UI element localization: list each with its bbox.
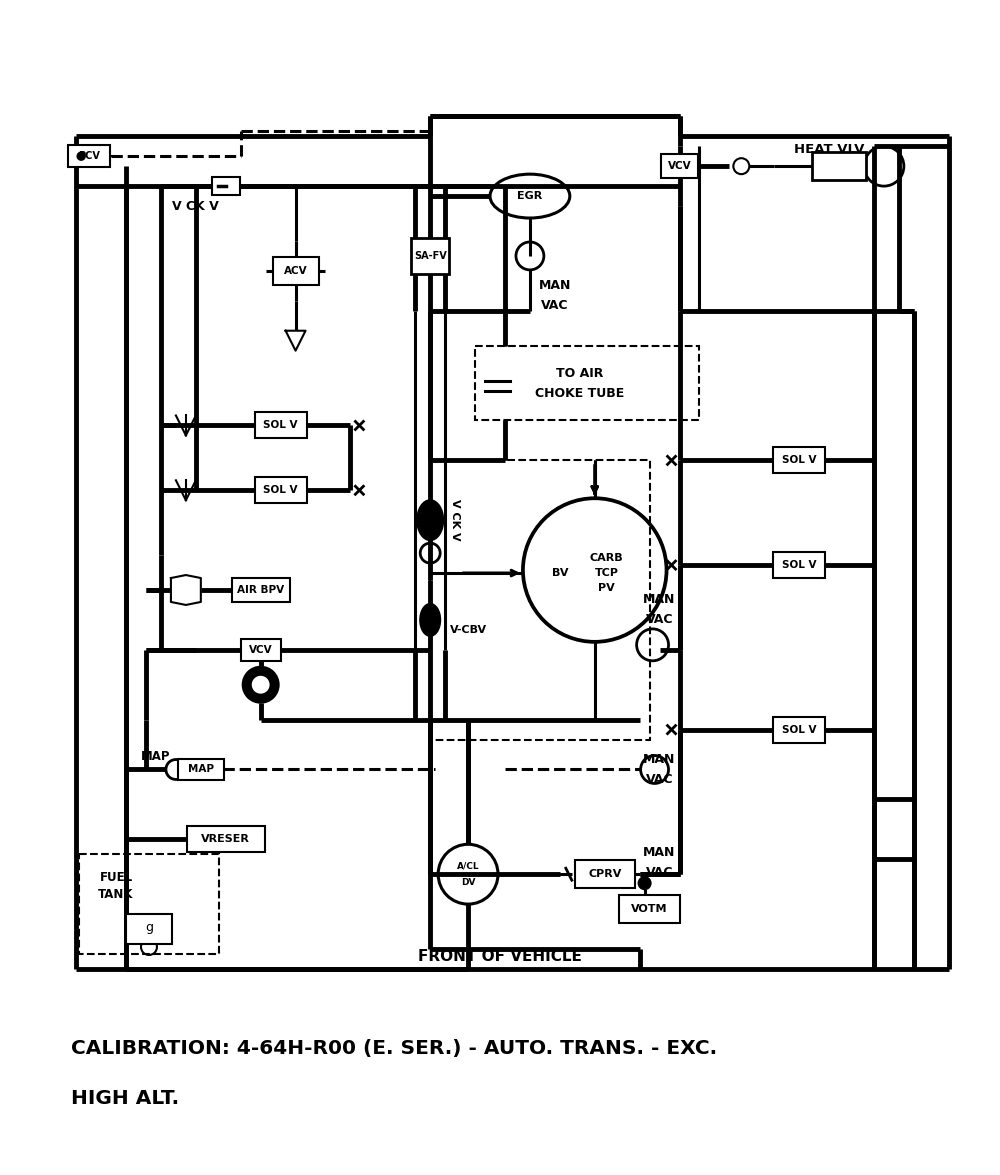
Circle shape <box>639 878 651 889</box>
Text: SOL V: SOL V <box>782 560 816 570</box>
Text: HIGH ALT.: HIGH ALT. <box>71 1089 179 1108</box>
FancyBboxPatch shape <box>575 860 635 888</box>
FancyBboxPatch shape <box>178 759 224 780</box>
Text: VAC: VAC <box>541 300 569 313</box>
Ellipse shape <box>417 501 443 540</box>
Text: SOL V: SOL V <box>263 421 298 430</box>
FancyBboxPatch shape <box>241 639 281 660</box>
Text: ACV: ACV <box>284 266 307 276</box>
Text: VAC: VAC <box>646 773 673 786</box>
Text: SA-FV: SA-FV <box>414 251 447 261</box>
Text: AIR BPV: AIR BPV <box>237 585 284 595</box>
Text: V CK V: V CK V <box>450 499 460 540</box>
Text: SOL V: SOL V <box>263 485 298 496</box>
FancyBboxPatch shape <box>232 578 290 602</box>
FancyBboxPatch shape <box>126 914 172 944</box>
Text: VCV: VCV <box>249 645 272 654</box>
Text: SOL V: SOL V <box>782 456 816 465</box>
Text: PCV: PCV <box>78 152 100 161</box>
Text: PV: PV <box>598 583 615 593</box>
Ellipse shape <box>243 666 279 703</box>
Text: VRESER: VRESER <box>201 834 250 845</box>
Circle shape <box>77 153 85 160</box>
FancyBboxPatch shape <box>273 257 319 284</box>
FancyBboxPatch shape <box>255 477 307 503</box>
Text: FRONT OF VEHICLE: FRONT OF VEHICLE <box>418 949 582 965</box>
Text: HEAT VLV: HEAT VLV <box>794 142 864 156</box>
Text: EGR: EGR <box>517 192 543 201</box>
Text: V-CBV: V-CBV <box>450 625 487 634</box>
FancyBboxPatch shape <box>68 146 110 167</box>
Text: MAN: MAN <box>643 753 676 766</box>
Text: CALIBRATION: 4-64H-R00 (E. SER.) - AUTO. TRANS. - EXC.: CALIBRATION: 4-64H-R00 (E. SER.) - AUTO.… <box>71 1039 717 1059</box>
Polygon shape <box>171 575 201 605</box>
Text: CPRV: CPRV <box>588 870 621 879</box>
Text: DV: DV <box>461 878 475 887</box>
Text: MAN: MAN <box>539 280 571 293</box>
FancyBboxPatch shape <box>773 717 825 743</box>
Text: VOTM: VOTM <box>631 904 668 914</box>
Text: VAC: VAC <box>646 866 673 879</box>
FancyBboxPatch shape <box>812 153 866 180</box>
FancyBboxPatch shape <box>255 412 307 438</box>
Text: MAN: MAN <box>643 593 676 606</box>
Text: FUEL: FUEL <box>100 871 133 884</box>
Text: A/CL: A/CL <box>457 861 479 871</box>
Text: BV: BV <box>552 568 568 578</box>
Text: TANK: TANK <box>98 887 134 901</box>
Circle shape <box>251 674 271 694</box>
FancyBboxPatch shape <box>411 239 449 274</box>
FancyBboxPatch shape <box>212 177 240 195</box>
Text: g: g <box>145 920 153 934</box>
FancyBboxPatch shape <box>773 552 825 578</box>
Text: CARB: CARB <box>590 553 624 563</box>
Text: V CK V: V CK V <box>172 200 219 213</box>
Polygon shape <box>286 330 306 350</box>
Ellipse shape <box>420 604 440 636</box>
Text: MAN: MAN <box>643 846 676 859</box>
FancyBboxPatch shape <box>773 448 825 474</box>
FancyBboxPatch shape <box>619 895 680 924</box>
Text: VCV: VCV <box>668 161 691 172</box>
FancyBboxPatch shape <box>187 826 265 852</box>
Text: VAC: VAC <box>646 613 673 626</box>
Text: TCP: TCP <box>595 568 619 578</box>
Text: MAP: MAP <box>188 765 214 774</box>
FancyBboxPatch shape <box>661 154 698 179</box>
Text: MAP: MAP <box>141 750 171 763</box>
Text: TO AIR: TO AIR <box>556 367 603 380</box>
Text: SOL V: SOL V <box>782 725 816 734</box>
Text: CHOKE TUBE: CHOKE TUBE <box>535 387 624 400</box>
